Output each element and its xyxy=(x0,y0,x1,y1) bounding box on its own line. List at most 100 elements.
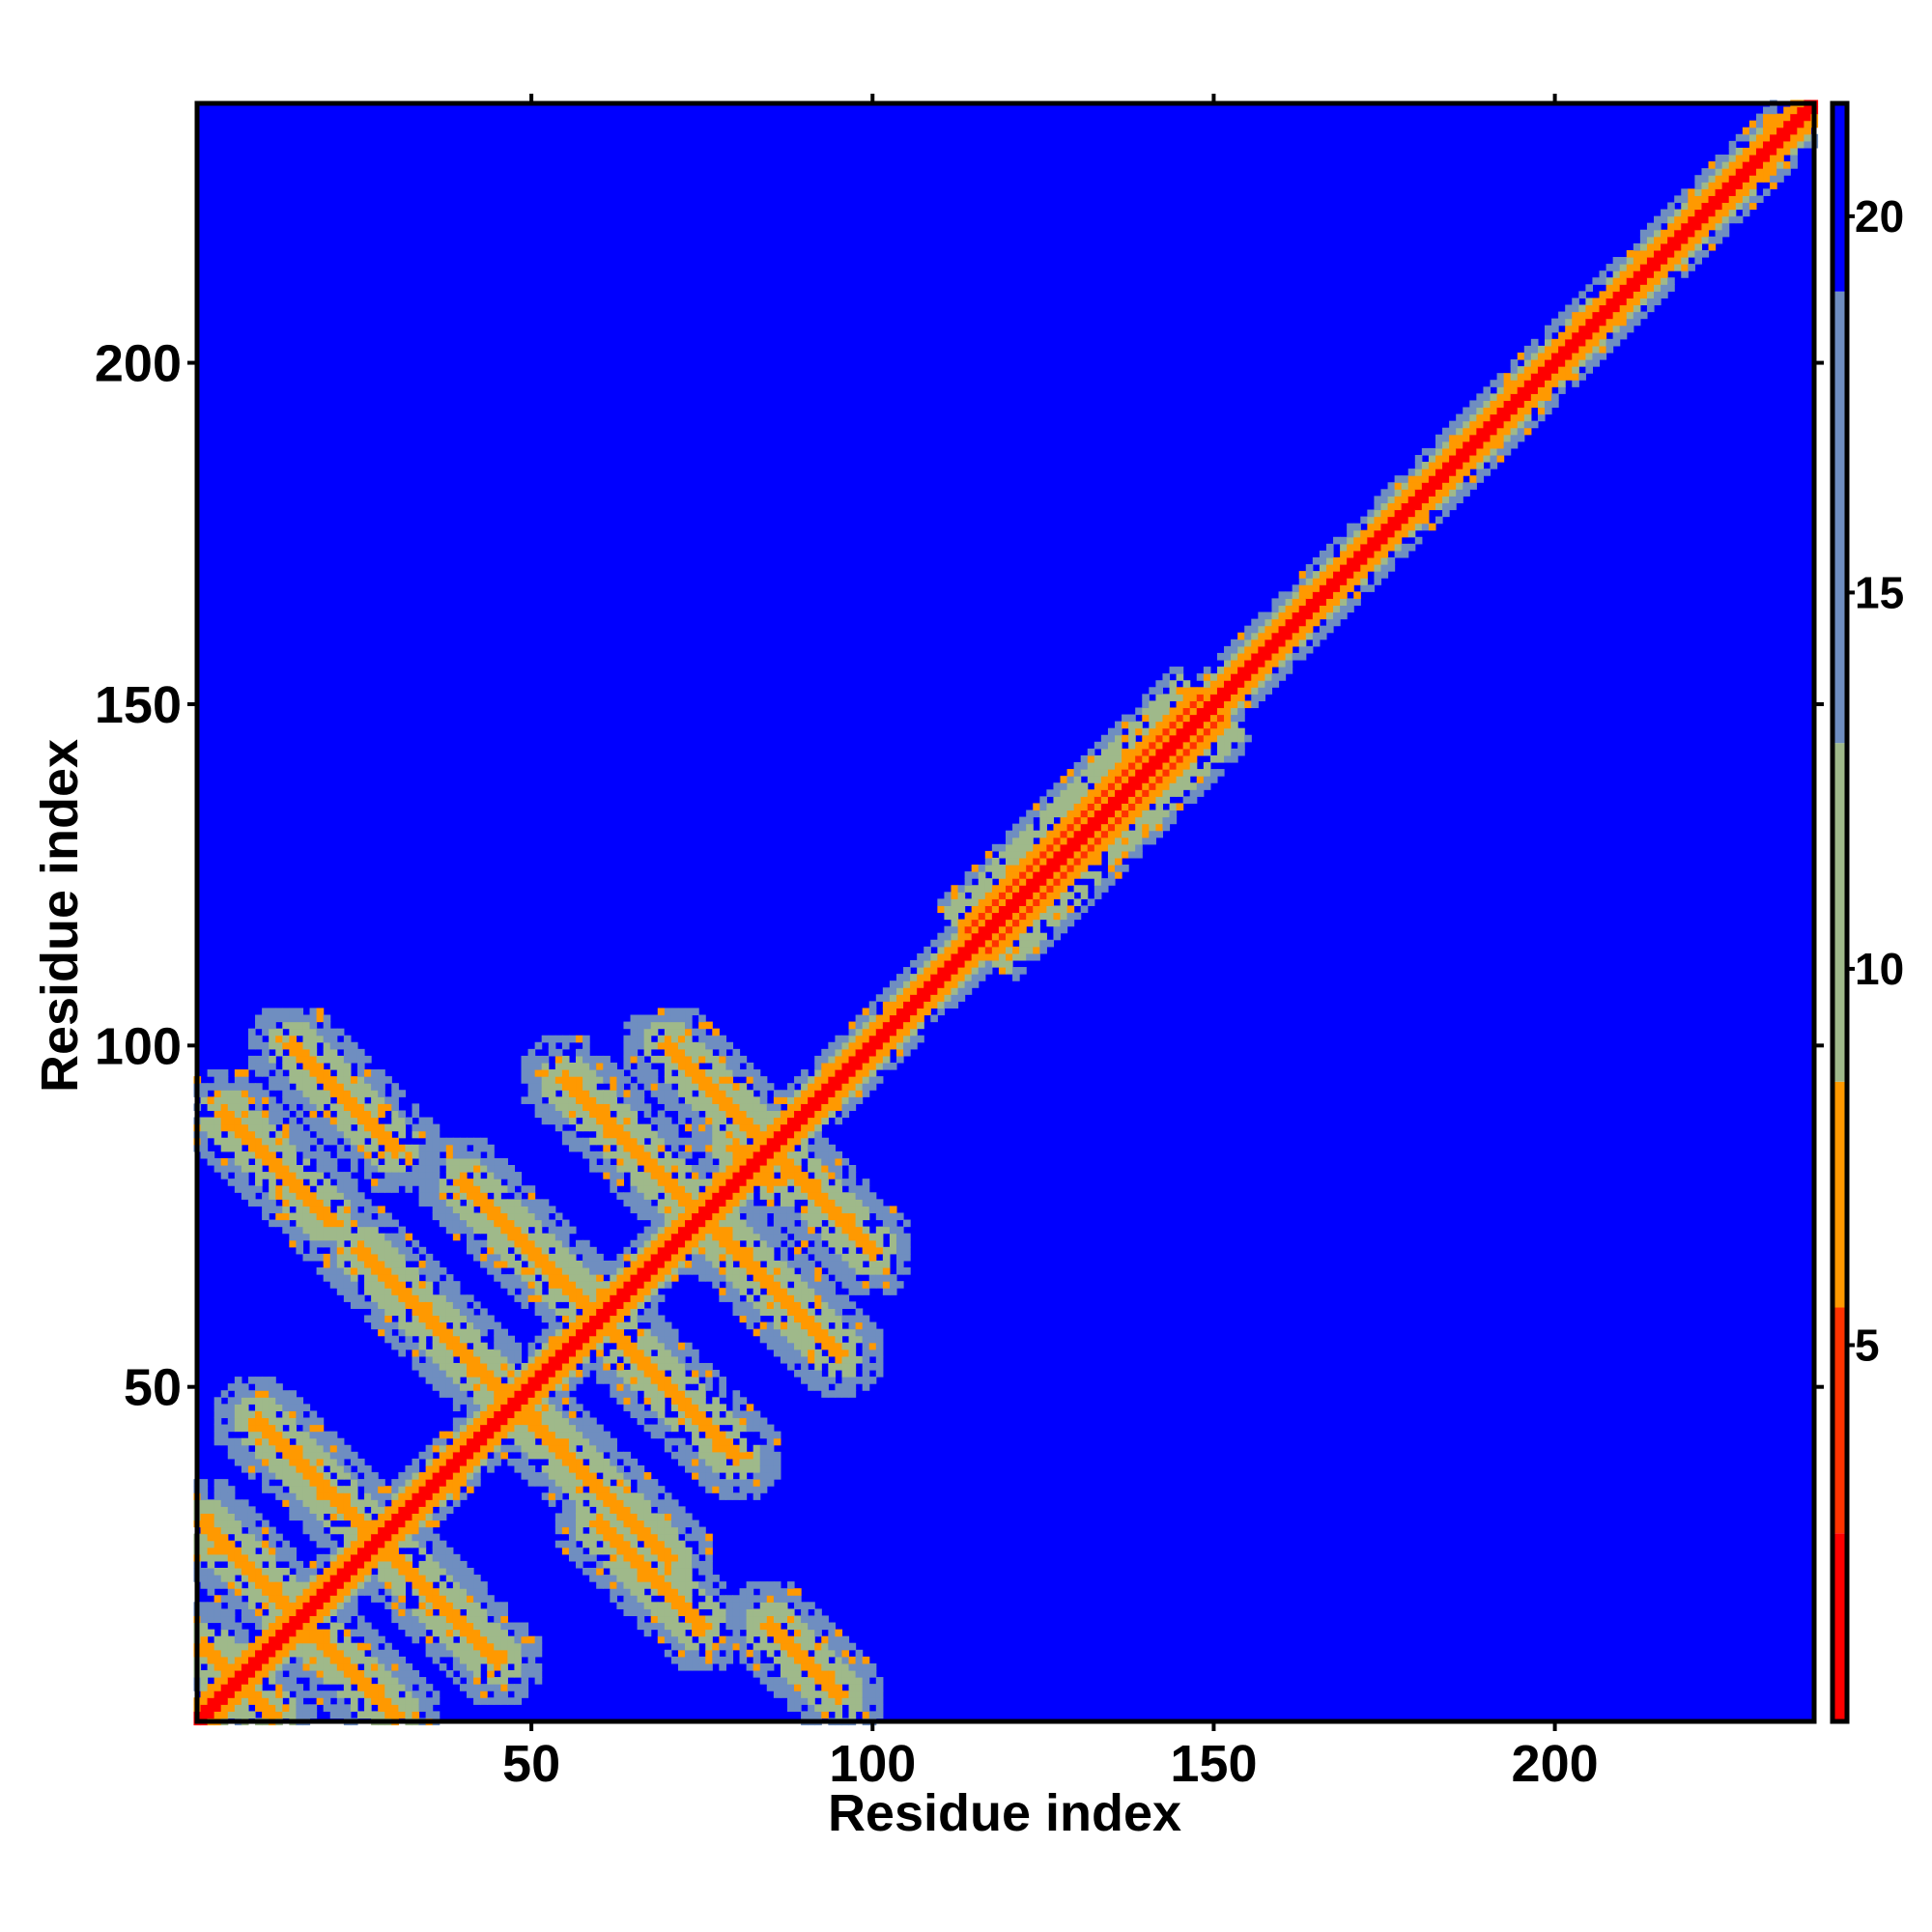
heatmap-cell xyxy=(445,1206,454,1214)
heatmap-cell xyxy=(329,1226,338,1235)
heatmap-cell xyxy=(705,1567,713,1576)
heatmap-cell xyxy=(275,1622,283,1631)
heatmap-cell xyxy=(269,1444,276,1453)
heatmap-cell xyxy=(657,1239,666,1248)
heatmap-cell xyxy=(405,1553,413,1562)
heatmap-cell xyxy=(664,1615,672,1624)
heatmap-cell xyxy=(596,1096,604,1104)
heatmap-cell xyxy=(350,1117,358,1125)
heatmap-cell xyxy=(514,1397,523,1405)
heatmap-cell xyxy=(425,1267,434,1275)
heatmap-cell xyxy=(227,1499,236,1507)
heatmap-cell xyxy=(521,1281,529,1289)
heatmap-cell xyxy=(262,1472,270,1480)
heatmap-cell xyxy=(316,1492,325,1500)
heatmap-cell xyxy=(507,1288,516,1295)
heatmap-cell xyxy=(452,1321,461,1330)
heatmap-cell xyxy=(685,1246,693,1255)
heatmap-cell xyxy=(670,1608,679,1617)
heatmap-cell xyxy=(343,1103,352,1112)
heatmap-cell xyxy=(500,1226,508,1235)
heatmap-cell xyxy=(439,1199,447,1207)
heatmap-cell xyxy=(568,1404,577,1411)
heatmap-cell xyxy=(746,1117,754,1125)
heatmap-cell xyxy=(323,1451,331,1460)
heatmap-cell xyxy=(753,1274,761,1282)
heatmap-cell xyxy=(336,1677,345,1685)
heatmap-cell xyxy=(664,1553,672,1562)
heatmap-cell xyxy=(589,1096,597,1104)
heatmap-cell xyxy=(275,1575,283,1582)
heatmap-cell xyxy=(329,1451,338,1460)
heatmap-cell xyxy=(494,1383,501,1391)
heatmap-cell xyxy=(356,1642,365,1651)
heatmap-cell xyxy=(371,1281,379,1289)
heatmap-cell xyxy=(521,1458,529,1466)
heatmap-cell xyxy=(384,1533,392,1542)
heatmap-cell xyxy=(255,1615,263,1624)
heatmap-cell xyxy=(494,1615,501,1624)
heatmap-cell xyxy=(554,1294,563,1302)
heatmap-cell xyxy=(384,1656,392,1664)
heatmap-cell xyxy=(630,1151,639,1159)
heatmap-cell xyxy=(275,1711,283,1719)
heatmap-cell xyxy=(391,1513,399,1521)
heatmap-cell xyxy=(692,1458,699,1466)
heatmap-cell xyxy=(732,1239,741,1248)
heatmap-cell xyxy=(364,1090,372,1097)
heatmap-cell xyxy=(487,1239,495,1248)
heatmap-cell xyxy=(269,1608,276,1617)
heatmap-cell xyxy=(514,1219,523,1228)
heatmap-cell xyxy=(473,1417,481,1426)
heatmap-cell xyxy=(343,1629,352,1637)
heatmap-cell xyxy=(725,1096,734,1104)
heatmap-cell xyxy=(712,1130,720,1139)
heatmap-cell xyxy=(432,1567,440,1576)
heatmap-cell xyxy=(200,1547,209,1555)
heatmap-cell xyxy=(732,1294,741,1302)
heatmap-cell xyxy=(643,1315,652,1323)
heatmap-cell xyxy=(670,1567,679,1576)
heatmap-cell xyxy=(439,1349,447,1357)
heatmap-cell xyxy=(418,1486,427,1493)
heatmap-cell xyxy=(200,1096,209,1104)
heatmap-cell xyxy=(630,1362,639,1371)
heatmap-cell xyxy=(677,1629,686,1637)
heatmap-cell xyxy=(412,1567,420,1576)
heatmap-cell xyxy=(467,1602,474,1609)
heatmap-cell xyxy=(739,1226,748,1235)
heatmap-cell xyxy=(589,1513,597,1521)
heatmap-cell xyxy=(610,1301,617,1309)
heatmap-cell xyxy=(670,1437,679,1446)
heatmap-cell xyxy=(384,1547,392,1555)
heatmap-cell xyxy=(534,1479,543,1487)
heatmap-cell xyxy=(220,1096,229,1104)
heatmap-cell xyxy=(712,1404,720,1411)
heatmap-cell xyxy=(289,1697,297,1705)
heatmap-cell xyxy=(739,1458,748,1466)
heatmap-cell xyxy=(356,1629,365,1637)
heatmap-cell xyxy=(759,1172,768,1179)
heatmap-cell xyxy=(705,1151,713,1159)
heatmap-cell xyxy=(473,1588,481,1596)
heatmap-cell xyxy=(712,1233,720,1241)
heatmap-cell xyxy=(746,1417,754,1426)
heatmap-cell xyxy=(336,1622,345,1631)
heatmap-cell xyxy=(473,1684,481,1691)
heatmap-cell xyxy=(568,1553,577,1562)
heatmap-cell xyxy=(561,1130,570,1139)
heatmap-cell xyxy=(329,1444,338,1453)
heatmap-cell xyxy=(282,1690,290,1698)
heatmap-cell xyxy=(336,1110,345,1119)
heatmap-cell xyxy=(480,1397,488,1405)
heatmap-cell xyxy=(568,1397,577,1405)
heatmap-cell xyxy=(705,1212,713,1221)
heatmap-cell xyxy=(759,1130,768,1139)
heatmap-cell xyxy=(432,1547,440,1555)
heatmap-cell xyxy=(677,1179,686,1186)
heatmap-cell xyxy=(364,1656,372,1664)
heatmap-cell xyxy=(356,1199,365,1207)
heatmap-cell xyxy=(269,1008,276,1016)
heatmap-cell xyxy=(521,1062,529,1070)
heatmap-cell xyxy=(255,1581,263,1589)
